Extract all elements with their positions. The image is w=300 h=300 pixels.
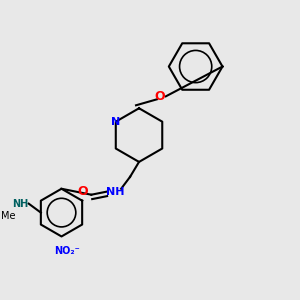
Text: NH: NH: [106, 187, 124, 197]
Text: NH: NH: [12, 199, 28, 209]
Text: Me: Me: [1, 211, 15, 220]
Text: N: N: [111, 117, 120, 127]
Text: O: O: [154, 90, 165, 103]
Text: NO₂⁻: NO₂⁻: [55, 246, 80, 256]
Text: O: O: [77, 185, 88, 198]
